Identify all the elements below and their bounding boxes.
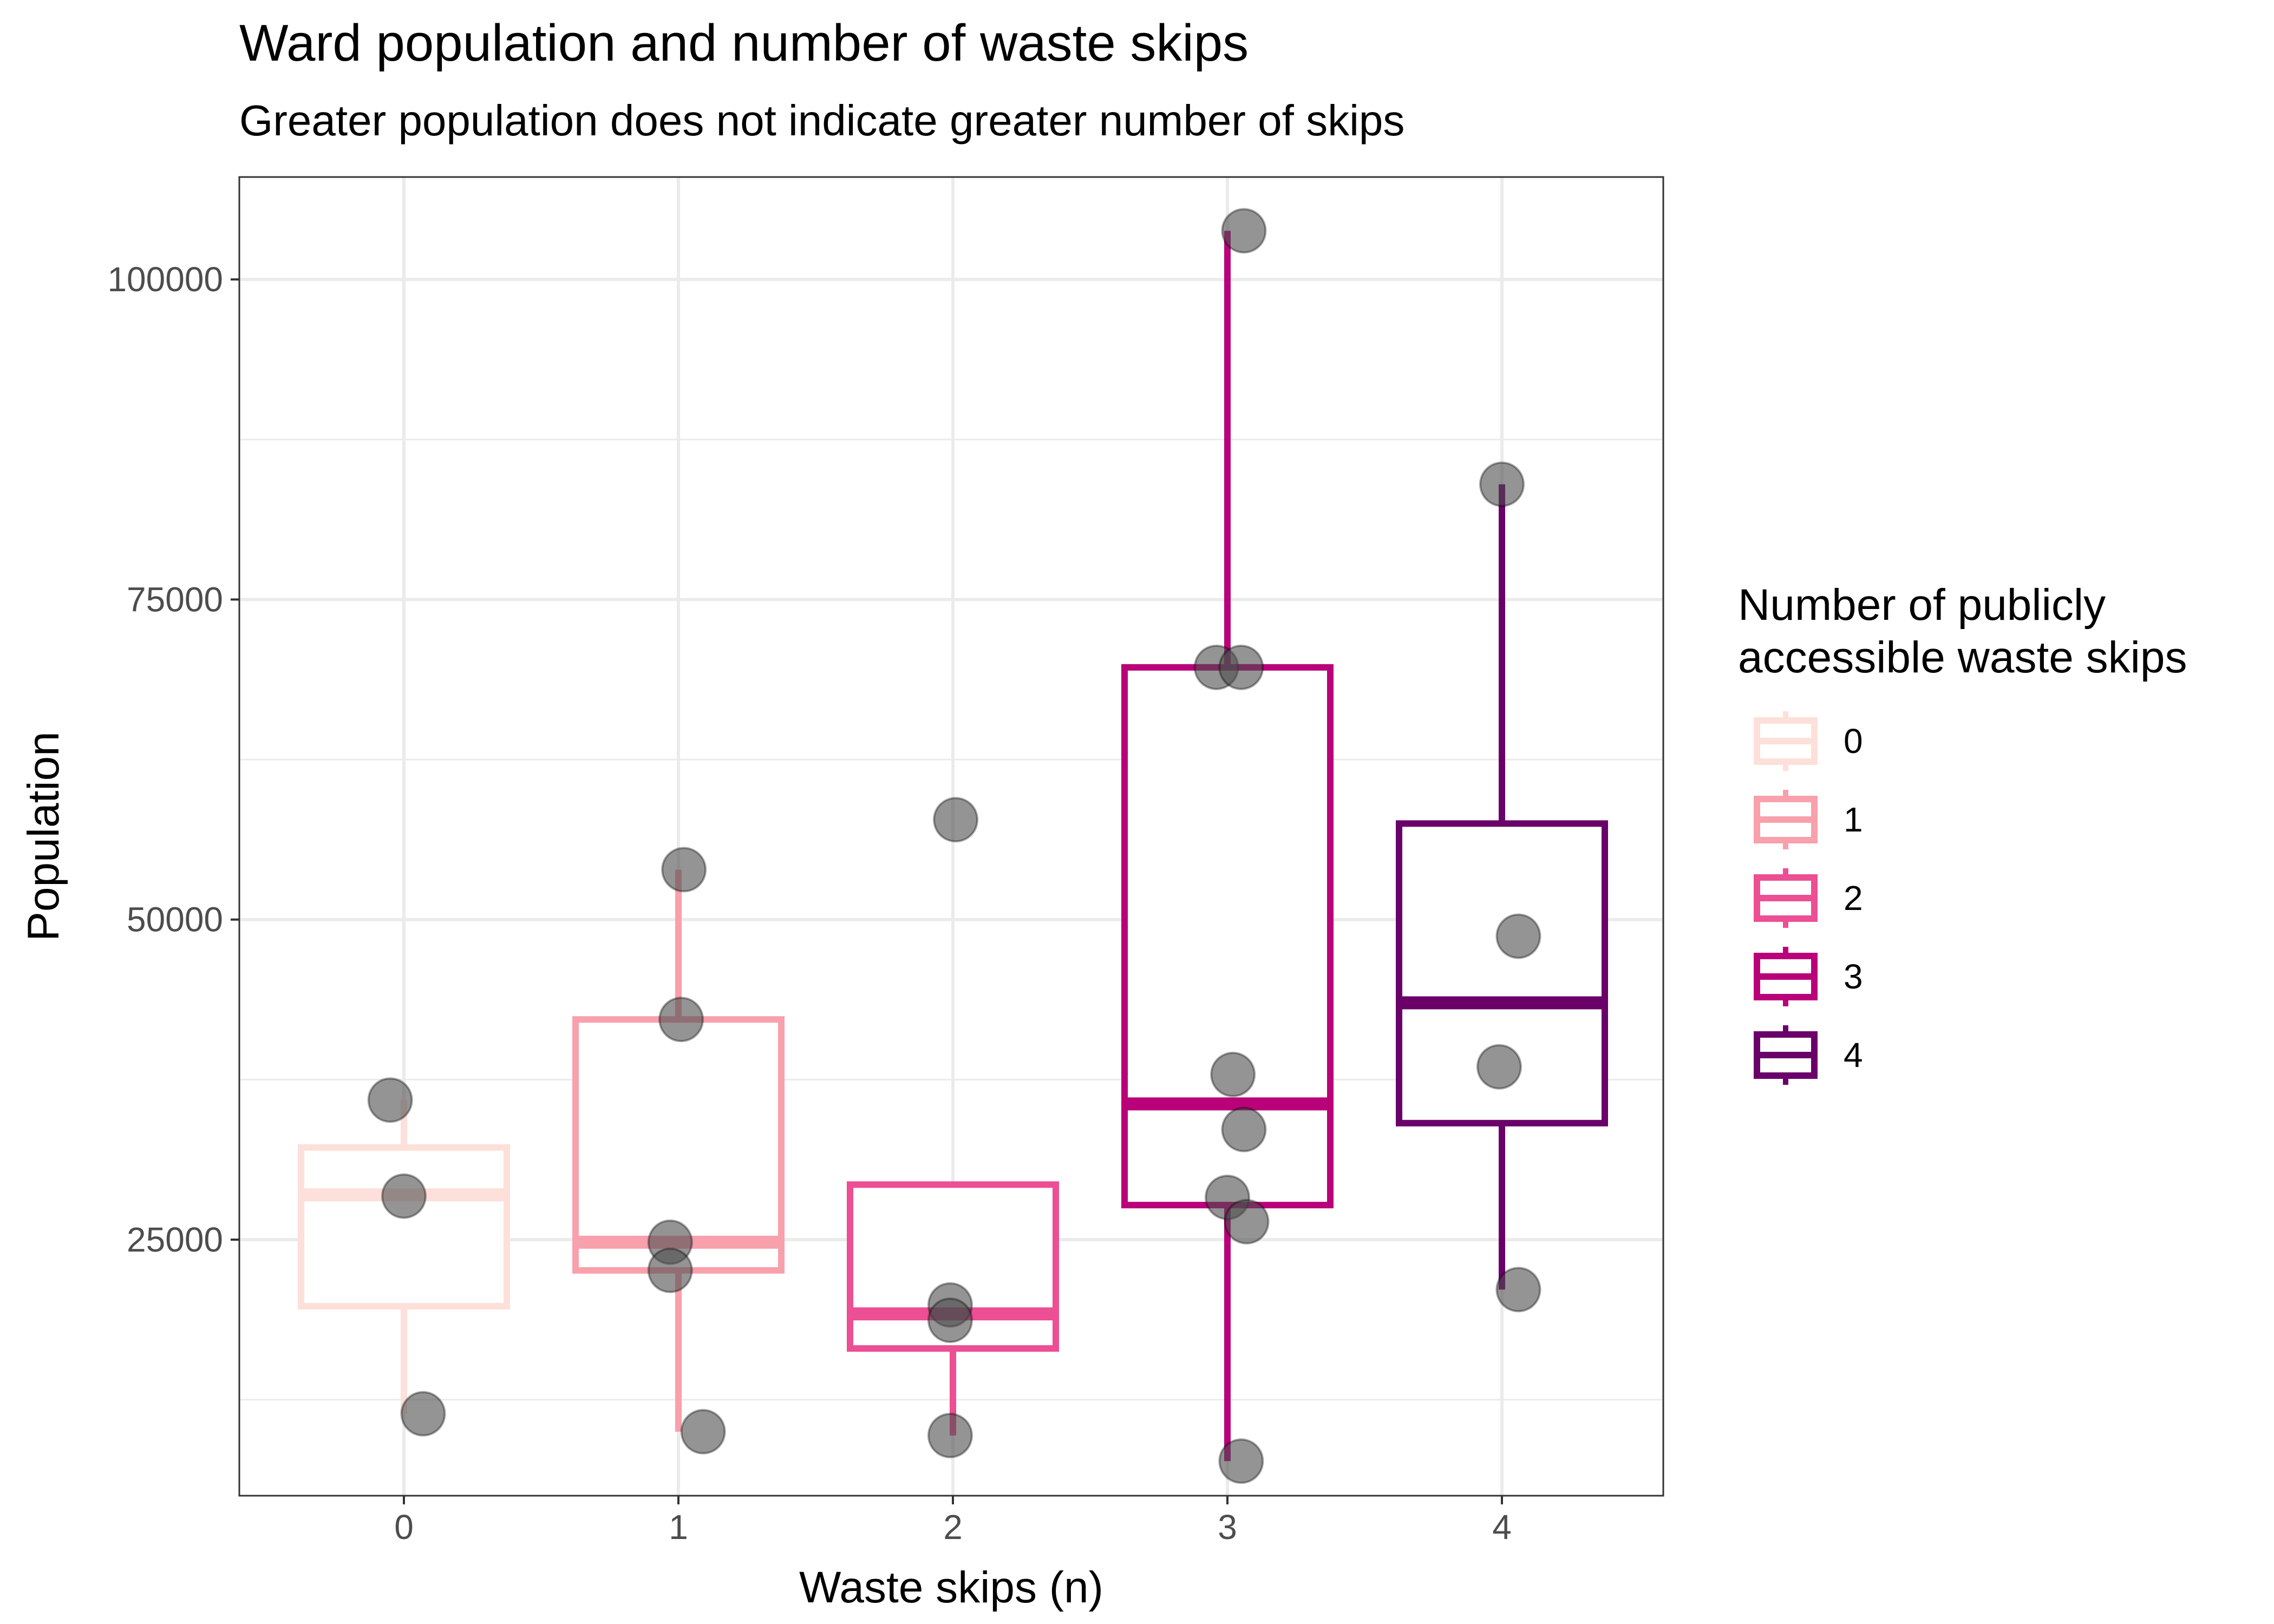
x-tick-label: 2 <box>943 1508 963 1547</box>
legend-label: 3 <box>1844 957 1863 996</box>
y-tick-label: 75000 <box>127 580 223 619</box>
data-point <box>933 797 979 843</box>
x-tick-label: 1 <box>669 1508 688 1547</box>
data-point <box>680 1409 726 1455</box>
data-point <box>1218 1438 1264 1484</box>
data-point <box>661 847 707 893</box>
legend-title-line2: accessible waste skips <box>1738 633 2187 682</box>
data-point <box>1218 644 1264 690</box>
data-point <box>1495 913 1541 959</box>
data-point <box>647 1247 693 1293</box>
legend-key: 2 <box>1754 868 1863 928</box>
plot-area <box>238 176 1664 1497</box>
y-tick-label: 25000 <box>127 1220 223 1259</box>
x-axis: 0 1 2 3 4 <box>394 1496 1512 1547</box>
legend-key: 1 <box>1754 790 1863 849</box>
x-tick-label: 4 <box>1492 1508 1512 1547</box>
legend-label: 1 <box>1844 800 1863 839</box>
data-point <box>381 1173 427 1219</box>
data-point <box>1221 1106 1267 1152</box>
points <box>367 208 1541 1484</box>
data-point <box>1221 208 1267 254</box>
y-axis-label: Population <box>19 731 68 941</box>
plot-border <box>238 176 1664 1497</box>
y-tick-label: 50000 <box>127 900 223 939</box>
chart-subtitle: Greater population does not indicate gre… <box>239 96 1404 145</box>
legend-label: 2 <box>1844 879 1863 918</box>
x-tick-label: 0 <box>394 1508 414 1547</box>
legend-title-line1: Number of publicly <box>1738 580 2106 630</box>
legend-label: 4 <box>1844 1036 1863 1075</box>
y-tick-label: 100000 <box>107 260 223 299</box>
data-point <box>1224 1199 1270 1245</box>
data-point <box>927 1412 973 1458</box>
legend: Number of publicly accessible waste skip… <box>1738 580 2187 1085</box>
data-point <box>367 1077 413 1123</box>
data-point <box>1210 1051 1256 1097</box>
whiskers <box>401 231 1505 1462</box>
data-point <box>927 1297 973 1343</box>
data-point <box>400 1391 446 1437</box>
data-point <box>1476 1044 1522 1090</box>
legend-label: 0 <box>1844 722 1863 761</box>
legend-key: 4 <box>1754 1025 1863 1085</box>
x-axis-label: Waste skips (n) <box>799 1563 1103 1612</box>
chart-title: Ward population and number of waste skip… <box>239 14 1249 72</box>
data-point <box>1479 461 1525 507</box>
legend-keys: 0 1 2 3 4 <box>1754 711 1863 1085</box>
y-axis: 25000 50000 75000 100000 <box>107 260 239 1259</box>
legend-key: 0 <box>1754 711 1863 771</box>
data-point <box>658 997 704 1043</box>
data-point <box>1495 1267 1541 1313</box>
x-tick-label: 3 <box>1218 1508 1237 1547</box>
box <box>298 1144 510 1309</box>
legend-key: 3 <box>1754 947 1863 1006</box>
